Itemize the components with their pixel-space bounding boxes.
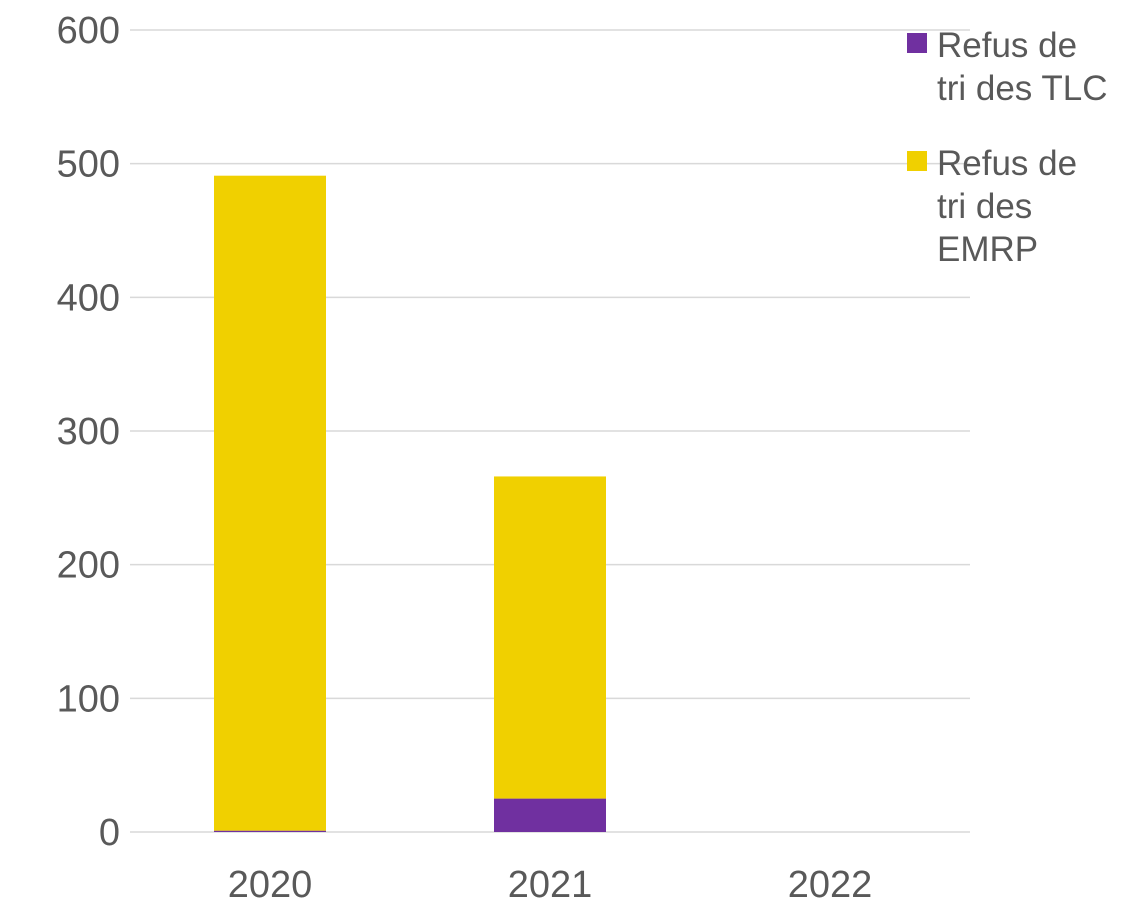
bar-2020-series-1 (214, 175, 326, 831)
legend-label-0: Refus de tri des TLC (937, 26, 1108, 108)
y-axis-tick-labels: 0 100 200 300 400 500 600 (57, 10, 120, 854)
legend-label-line: Refus de (937, 26, 1077, 65)
x-tick-label-2022: 2022 (788, 864, 873, 903)
y-tick-label-0: 0 (99, 812, 120, 854)
x-axis-tick-labels: 2020 2021 2022 (228, 864, 873, 903)
legend-label-line: Refus de (937, 144, 1077, 183)
bar-2021-series-0 (494, 798, 606, 832)
y-tick-label-300: 300 (57, 411, 120, 453)
legend: Refus de tri des TLC Refus de tri des EMRP (907, 26, 1108, 269)
legend-swatch-1 (907, 151, 927, 171)
bar-2020-series-0 (214, 830, 326, 832)
y-tick-label-500: 500 (57, 144, 120, 186)
y-tick-label-600: 600 (57, 10, 120, 52)
y-tick-label-200: 200 (57, 545, 120, 587)
x-tick-label-2020: 2020 (228, 864, 313, 903)
legend-swatch-0 (907, 33, 927, 53)
legend-label-line: tri des TLC (937, 69, 1108, 108)
legend-label-line: tri des (937, 187, 1032, 226)
y-tick-label-400: 400 (57, 277, 120, 319)
bars (214, 175, 606, 832)
legend-label-1: Refus de tri des EMRP (937, 144, 1077, 269)
legend-label-line: EMRP (937, 230, 1038, 269)
x-tick-label-2021: 2021 (508, 864, 593, 903)
y-tick-label-100: 100 (57, 678, 120, 720)
bar-2021-series-1 (494, 476, 606, 799)
